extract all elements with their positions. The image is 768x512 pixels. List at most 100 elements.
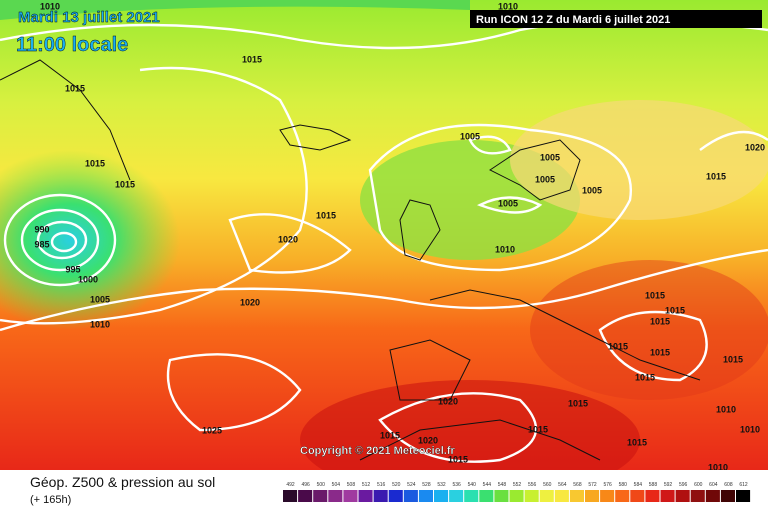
background — [0, 0, 768, 500]
isobar-label: 1025 — [202, 425, 222, 435]
isobar-label: 1015 — [665, 305, 685, 315]
isobar-label: 1005 — [535, 174, 555, 184]
isobar-label: 1020 — [745, 142, 765, 152]
isobar-label: 1015 — [650, 316, 670, 326]
colorbar-label: 508 — [347, 482, 356, 488]
isobar-label: 1015 — [65, 83, 85, 93]
colorbar-label: 496 — [301, 482, 310, 488]
colorbar-label: 504 — [332, 482, 341, 488]
colorbar-swatch — [705, 490, 720, 502]
isobar-label: 990 — [34, 224, 49, 234]
colorbar-swatch — [479, 490, 494, 502]
isobar-label: 985 — [34, 239, 49, 249]
colorbar-swatch — [539, 490, 554, 502]
colorbar-label: 512 — [362, 482, 371, 488]
colorbar-swatch — [464, 490, 479, 502]
isobar-label: 1015 — [242, 54, 262, 64]
colorbar-swatch — [615, 490, 630, 502]
colorbar-label: 516 — [377, 482, 386, 488]
isobar-label: 1005 — [90, 294, 110, 304]
colorbar-swatch — [585, 490, 600, 502]
colorbar-label: 600 — [694, 482, 703, 488]
isobar-label: 1010 — [40, 1, 60, 11]
isobar-label: 1015 — [448, 454, 468, 464]
colorbar-label: 536 — [452, 482, 461, 488]
isobar-label: 1010 — [498, 1, 518, 11]
colorbar-label: 592 — [664, 482, 673, 488]
colorbar-label: 500 — [317, 482, 326, 488]
colorbar-swatch — [298, 490, 313, 502]
isobar-label: 1005 — [498, 198, 518, 208]
colorbar-label: 556 — [528, 482, 537, 488]
colorbar-label: 540 — [468, 482, 477, 488]
colorbar-swatch — [388, 490, 403, 502]
isobar-label: 1015 — [528, 424, 548, 434]
run-info: Run ICON 12 Z du Mardi 6 juillet 2021 — [476, 14, 670, 26]
colorbar-label: 544 — [483, 482, 492, 488]
isobar-label: 1015 — [316, 210, 336, 220]
isobar-label: 1015 — [635, 372, 655, 382]
colorbar-label: 520 — [392, 482, 401, 488]
isobar-label: 1015 — [645, 290, 665, 300]
colorbar-swatch — [358, 490, 373, 502]
colorbar-label: 572 — [588, 482, 597, 488]
colorbar-swatch — [554, 490, 569, 502]
colorbar-swatch — [494, 490, 509, 502]
copyright: Copyright © 2021 Meteociel.fr — [300, 445, 456, 457]
colorbar-label: 492 — [286, 482, 295, 488]
colorbar-label: 604 — [709, 482, 718, 488]
colorbar-label: 576 — [603, 482, 612, 488]
coastlines — [0, 59, 701, 461]
colorbar-swatch — [645, 490, 660, 502]
isobar-label: 1020 — [418, 435, 438, 445]
valid-date: Mardi 13 juillet 2021 — [18, 9, 160, 26]
isobar-labels: 1010101510151015101599098599510001005101… — [34, 1, 765, 472]
colorbar-label: 524 — [407, 482, 416, 488]
colorbar-label: 568 — [573, 482, 582, 488]
isobar-label: 1015 — [568, 398, 588, 408]
colorbar-swatch — [690, 490, 705, 502]
colorbar-swatch — [373, 490, 388, 502]
colorbar-swatch — [630, 490, 645, 502]
colorbar-label: 588 — [649, 482, 658, 488]
colorbar-swatch — [600, 490, 615, 502]
colorbar-swatch — [434, 490, 449, 502]
colorbar-swatch — [403, 490, 418, 502]
run-box — [470, 10, 762, 28]
colorbar-swatch — [313, 490, 328, 502]
isobar-label: 1015 — [380, 430, 400, 440]
colorbar-swatch — [524, 490, 539, 502]
colorbar-label: 608 — [724, 482, 733, 488]
colorbar-swatch — [283, 490, 298, 502]
colorbar-label: 580 — [619, 482, 628, 488]
isobar-label: 1010 — [495, 244, 515, 254]
footer-lead: (+ 165h) — [30, 494, 71, 506]
colorbar-label: 548 — [498, 482, 507, 488]
isobar-label: 1015 — [706, 171, 726, 181]
isobar-label: 1015 — [115, 179, 135, 189]
colorbar-label: 532 — [437, 482, 446, 488]
colorbar-label: 584 — [634, 482, 643, 488]
colorbar: 492 496 500 504 508 512 516 520 524 528 532 536 540 5… — [283, 482, 751, 502]
isobar-label: 1015 — [723, 354, 743, 364]
isobar-label: 1005 — [540, 152, 560, 162]
isobar-label: 1015 — [608, 341, 628, 351]
isobar-label: 1015 — [650, 347, 670, 357]
isobar-label: 1015 — [627, 437, 647, 447]
colorbar-swatch — [418, 490, 433, 502]
colorbar-swatch — [720, 490, 735, 502]
colorbar-swatch — [675, 490, 690, 502]
colorbar-label: 560 — [543, 482, 552, 488]
colorbar-label: 612 — [739, 482, 748, 488]
colorbar-swatch — [328, 490, 343, 502]
colorbar-swatch — [509, 490, 524, 502]
colorbar-swatch — [660, 490, 675, 502]
isobar-label: 1010 — [716, 404, 736, 414]
isobar-label: 1020 — [438, 396, 458, 406]
footer-title: Géop. Z500 & pression au sol — [30, 474, 215, 490]
colorbar-swatch — [736, 490, 751, 502]
colorbar-swatch — [569, 490, 584, 502]
colorbar-swatch — [449, 490, 464, 502]
isobar-label: 1005 — [460, 131, 480, 141]
